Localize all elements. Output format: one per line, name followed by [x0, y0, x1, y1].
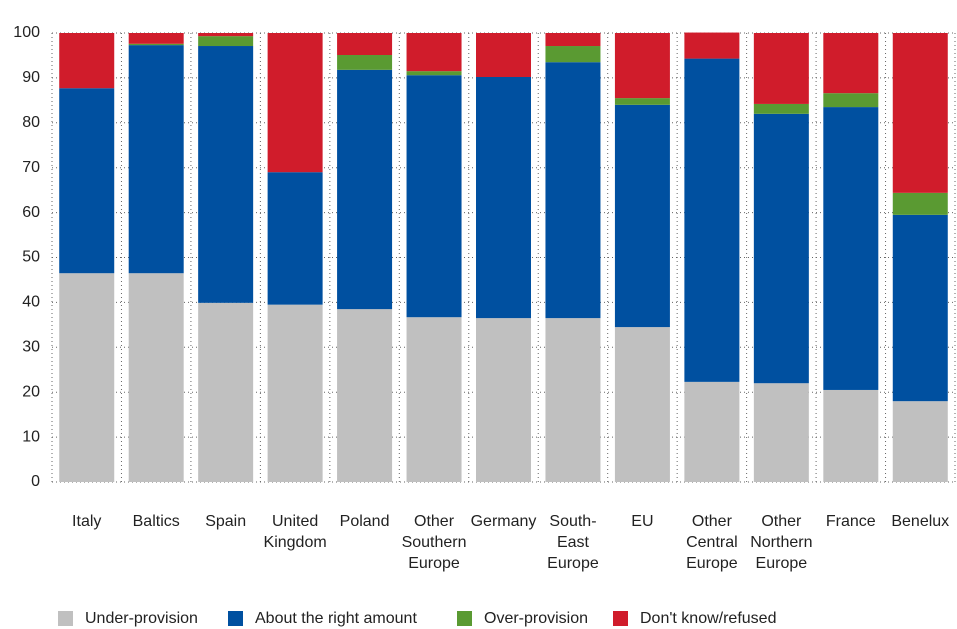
y-tick-label: 50 — [22, 249, 40, 266]
legend-label: About the right amount — [255, 610, 417, 627]
bar-segment — [128, 33, 184, 44]
bar-segment — [337, 309, 393, 482]
bar-segment — [198, 302, 254, 482]
bar-segment — [406, 33, 462, 72]
bar-segment — [476, 33, 531, 78]
x-tick-label: Baltics — [133, 513, 180, 530]
bar-segment — [476, 77, 531, 319]
bar-segment — [823, 33, 879, 94]
bar-segment — [823, 389, 879, 482]
bar-segment — [614, 33, 670, 99]
x-tick-label: Germany — [471, 513, 537, 530]
bar-segment — [59, 33, 115, 89]
y-tick-label: 80 — [22, 114, 40, 131]
y-tick-label: 60 — [22, 204, 40, 221]
bar-segment — [198, 33, 254, 37]
bar-segment — [823, 107, 879, 390]
legend-swatch — [228, 611, 243, 626]
x-tick-label: United Kingdom — [264, 513, 327, 551]
bar-segment — [753, 383, 809, 482]
y-tick-label: 0 — [31, 473, 40, 490]
x-tick-label: Spain — [205, 513, 246, 530]
bar-segment — [614, 327, 670, 482]
y-tick-label: 70 — [22, 159, 40, 176]
bar-segment — [892, 401, 948, 482]
legend-swatch — [613, 611, 628, 626]
y-tick-label: 20 — [22, 383, 40, 400]
bar-segment — [545, 46, 601, 63]
bar-segment — [406, 317, 462, 482]
y-tick-label: 30 — [22, 339, 40, 356]
bar-segment — [59, 273, 115, 482]
bar-segment — [198, 36, 254, 47]
x-tick-label: France — [826, 513, 876, 530]
bar-segment — [614, 104, 670, 328]
legend-label: Over-provision — [484, 610, 588, 627]
bar-segment — [753, 103, 809, 114]
bar-segment — [406, 71, 462, 76]
x-tick-label: Other Central Europe — [686, 513, 738, 572]
x-tick-label: Italy — [72, 513, 101, 530]
x-tick-label: Other Southern Europe — [402, 513, 467, 572]
bar-segment — [337, 55, 393, 70]
bar-segment — [198, 46, 254, 303]
bar-segment — [684, 381, 740, 482]
x-tick-label: Other Northern Europe — [750, 513, 812, 572]
y-tick-label: 10 — [22, 428, 40, 445]
bar-segment — [614, 98, 670, 105]
bar-segment — [545, 318, 601, 482]
bar-segment — [128, 45, 184, 274]
bar-segment — [753, 33, 809, 104]
bar-segment — [128, 43, 184, 46]
x-tick-label: Poland — [340, 513, 390, 530]
legend-label: Don't know/refused — [640, 610, 776, 627]
bar-segment — [267, 304, 323, 482]
bar-segment — [753, 113, 809, 384]
y-tick-label: 40 — [22, 294, 40, 311]
x-tick-label: South-East Europe — [547, 513, 599, 572]
bar-segment — [684, 32, 740, 59]
x-tick-label: EU — [631, 513, 653, 530]
bar-segment — [406, 75, 462, 318]
bar-segment — [337, 33, 393, 56]
y-tick-label: 90 — [22, 69, 40, 86]
bar-segment — [267, 172, 323, 305]
legend-swatch — [58, 611, 73, 626]
bar-segment — [892, 214, 948, 402]
bar-segment — [892, 33, 948, 193]
bar-segment — [545, 62, 601, 319]
bar-segment — [337, 69, 393, 310]
legend-swatch — [457, 611, 472, 626]
bar-segment — [545, 33, 601, 47]
x-tick-label: Benelux — [891, 513, 949, 530]
bar-segment — [892, 192, 948, 215]
bar-segment — [684, 58, 740, 382]
bar-segment — [476, 318, 531, 482]
y-tick-label: 100 — [13, 24, 40, 41]
bar-segment — [128, 273, 184, 482]
bar-segment — [59, 88, 115, 274]
bar-segment — [823, 93, 879, 108]
legend-label: Under-provision — [85, 610, 198, 627]
bar-segment — [267, 33, 323, 173]
